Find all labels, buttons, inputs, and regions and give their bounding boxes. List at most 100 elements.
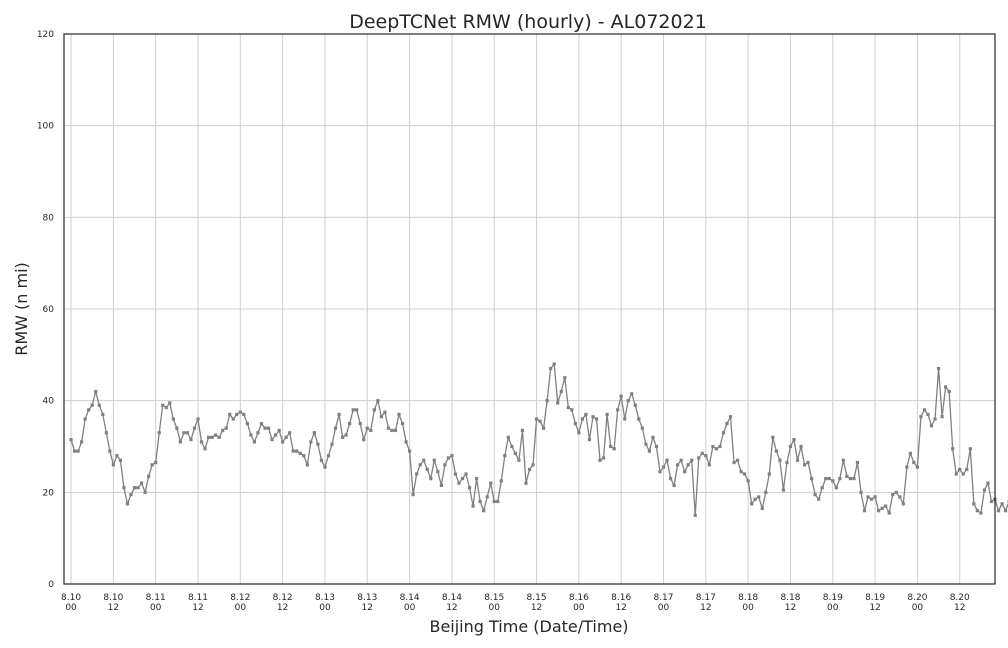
data-point — [175, 426, 179, 430]
data-point — [594, 417, 599, 421]
data-point — [951, 447, 955, 451]
data-point — [922, 408, 927, 412]
data-point — [295, 449, 299, 453]
x-tick-date: 8.18 — [780, 593, 800, 603]
data-point — [563, 376, 567, 380]
data-point — [760, 506, 764, 510]
data-point — [228, 412, 232, 417]
data-point — [270, 438, 274, 442]
data-point — [679, 458, 683, 462]
data-point — [203, 447, 207, 451]
data-point — [482, 509, 486, 513]
data-point — [231, 417, 235, 421]
data-point — [432, 458, 436, 462]
data-point — [961, 472, 965, 476]
y-axis-ticks: 0 20 40 60 80 100 120 — [37, 30, 54, 590]
data-point — [305, 463, 309, 467]
x-tick-date: 8.16 — [569, 593, 589, 603]
data-point — [810, 476, 814, 481]
data-point — [439, 483, 443, 488]
data-point — [464, 472, 468, 476]
data-point — [69, 438, 73, 442]
data-point — [1003, 509, 1008, 513]
data-point — [323, 465, 327, 469]
data-point — [869, 497, 874, 501]
data-point — [700, 451, 704, 455]
x-tick-date: 8.13 — [357, 593, 377, 603]
data-point — [817, 497, 821, 501]
data-point — [591, 415, 595, 419]
data-point — [820, 486, 824, 490]
data-point — [795, 458, 800, 462]
data-point — [471, 504, 475, 508]
data-point — [189, 438, 193, 442]
data-point — [527, 467, 532, 472]
x-tick-time: 12 — [192, 603, 203, 613]
data-point — [690, 458, 694, 462]
data-point — [418, 463, 422, 467]
data-point — [337, 412, 341, 417]
data-point — [355, 408, 359, 412]
data-point — [358, 421, 362, 426]
data-point — [171, 417, 175, 421]
data-point — [912, 460, 916, 465]
data-point — [326, 454, 331, 458]
data-point — [136, 486, 140, 490]
grid — [64, 33, 995, 585]
y-tick-label: 80 — [43, 213, 55, 223]
data-point — [150, 463, 154, 467]
data-point — [351, 408, 355, 412]
data-point — [185, 431, 190, 435]
data-point — [704, 454, 708, 458]
data-point — [764, 490, 768, 494]
data-point — [616, 408, 620, 412]
data-point — [273, 433, 278, 437]
data-point — [302, 454, 306, 458]
data-point — [506, 435, 510, 439]
data-point — [757, 495, 761, 499]
x-tick-time: 12 — [531, 603, 542, 613]
data-point — [556, 401, 560, 405]
data-point — [397, 412, 401, 417]
x-tick-time: 00 — [912, 603, 924, 613]
data-point — [161, 403, 165, 407]
y-tick-label: 100 — [37, 122, 54, 132]
data-point — [612, 447, 616, 451]
data-point — [249, 433, 253, 437]
data-point — [834, 486, 838, 490]
data-point — [97, 403, 101, 407]
data-point — [750, 502, 754, 506]
x-tick-time: 12 — [362, 603, 373, 613]
data-point — [492, 499, 496, 504]
x-tick-date: 8.11 — [188, 593, 208, 603]
data-point — [552, 362, 556, 366]
data-point — [277, 428, 281, 433]
data-point — [72, 449, 77, 453]
data-point — [125, 502, 130, 506]
data-point — [676, 463, 680, 467]
x-tick-date: 8.12 — [273, 593, 293, 603]
data-point — [489, 481, 493, 485]
data-point — [859, 490, 863, 494]
chart-title: DeepTCNet RMW (hourly) - AL072021 — [349, 11, 707, 33]
data-point — [549, 366, 553, 371]
x-tick-date: 8.20 — [907, 593, 927, 603]
data-point — [665, 458, 669, 462]
data-point — [714, 447, 719, 451]
data-point — [852, 476, 856, 481]
data-point — [862, 509, 867, 513]
data-point — [887, 511, 891, 515]
data-point — [266, 426, 271, 430]
data-point — [478, 499, 482, 504]
data-point — [157, 431, 161, 435]
data-point — [263, 426, 267, 430]
data-point — [235, 412, 239, 417]
data-point — [333, 426, 338, 430]
data-point — [422, 458, 426, 462]
y-tick-label: 120 — [37, 30, 54, 40]
data-point — [644, 442, 648, 446]
x-tick-date: 8.14 — [400, 593, 420, 603]
data-point — [429, 476, 433, 481]
data-point — [767, 472, 771, 476]
